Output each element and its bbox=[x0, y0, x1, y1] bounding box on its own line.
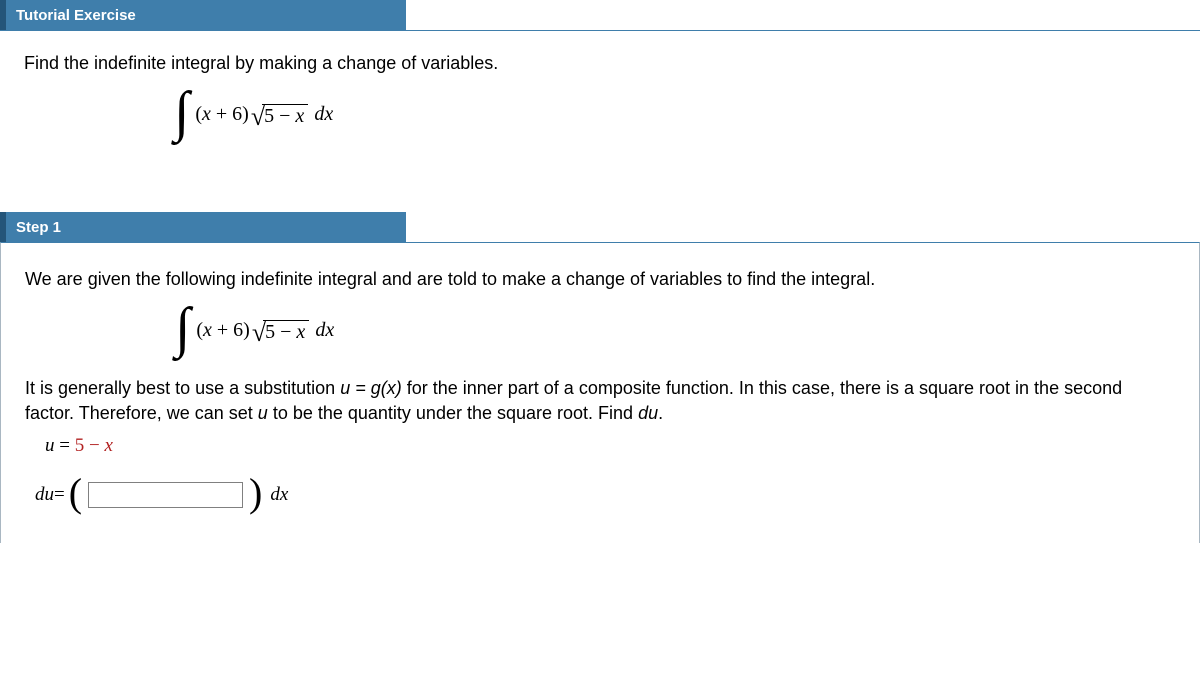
explain-post: to be the quantity under the square root… bbox=[268, 403, 638, 423]
explain-u: u bbox=[258, 403, 268, 423]
u-value: 5 − x bbox=[75, 435, 113, 456]
step1-box: We are given the following indefinite in… bbox=[0, 242, 1200, 543]
integral-factor: (x + 6) bbox=[195, 103, 249, 126]
differential: dx bbox=[314, 103, 333, 126]
differential: dx bbox=[315, 319, 334, 342]
u-equation: u = 5 − x bbox=[45, 435, 1175, 457]
explain-end: . bbox=[658, 403, 663, 423]
integral-symbol: ∫ bbox=[175, 300, 190, 356]
close-paren: ) bbox=[249, 473, 262, 513]
radicand: 5 − x bbox=[263, 320, 309, 343]
explain-eq: u = g(x) bbox=[340, 378, 402, 398]
du-equation: du = ( ) dx bbox=[35, 475, 1175, 515]
step1-integral: ∫ (x + 6) √ 5 − x dx bbox=[175, 302, 1175, 358]
integral-symbol: ∫ bbox=[174, 84, 189, 140]
tutorial-exercise-box: Find the indefinite integral by making a… bbox=[0, 30, 1200, 212]
tutorial-prompt: Find the indefinite integral by making a… bbox=[24, 51, 1176, 76]
surd-symbol: √ bbox=[252, 320, 266, 346]
du-suffix: dx bbox=[270, 484, 288, 506]
u-eq-sign: = bbox=[55, 435, 75, 456]
integral-factor: (x + 6) bbox=[196, 319, 250, 342]
du-answer-input[interactable] bbox=[88, 482, 243, 508]
tutorial-integral: ∫ (x + 6) √ 5 − x dx bbox=[174, 86, 1176, 142]
du-eq-sign: = bbox=[54, 484, 65, 506]
sqrt-wrap: √ 5 − x bbox=[252, 317, 309, 343]
page: Tutorial Exercise Find the indefinite in… bbox=[0, 0, 1200, 683]
step1-line1: We are given the following indefinite in… bbox=[25, 267, 1175, 292]
explain-pre: It is generally best to use a substituti… bbox=[25, 378, 340, 398]
tutorial-header-title: Tutorial Exercise bbox=[6, 7, 146, 24]
sqrt-wrap: √ 5 − x bbox=[251, 101, 308, 127]
step1-header-title: Step 1 bbox=[6, 219, 71, 236]
step1-explanation: It is generally best to use a substituti… bbox=[25, 376, 1175, 425]
radicand: 5 − x bbox=[262, 104, 308, 127]
tutorial-header-bar: Tutorial Exercise bbox=[0, 0, 406, 30]
u-label: u bbox=[45, 435, 55, 456]
surd-symbol: √ bbox=[251, 104, 265, 130]
du-label: du bbox=[35, 484, 54, 506]
explain-du: du bbox=[638, 403, 658, 423]
open-paren: ( bbox=[69, 473, 82, 513]
step1-header-bar: Step 1 bbox=[0, 212, 406, 242]
